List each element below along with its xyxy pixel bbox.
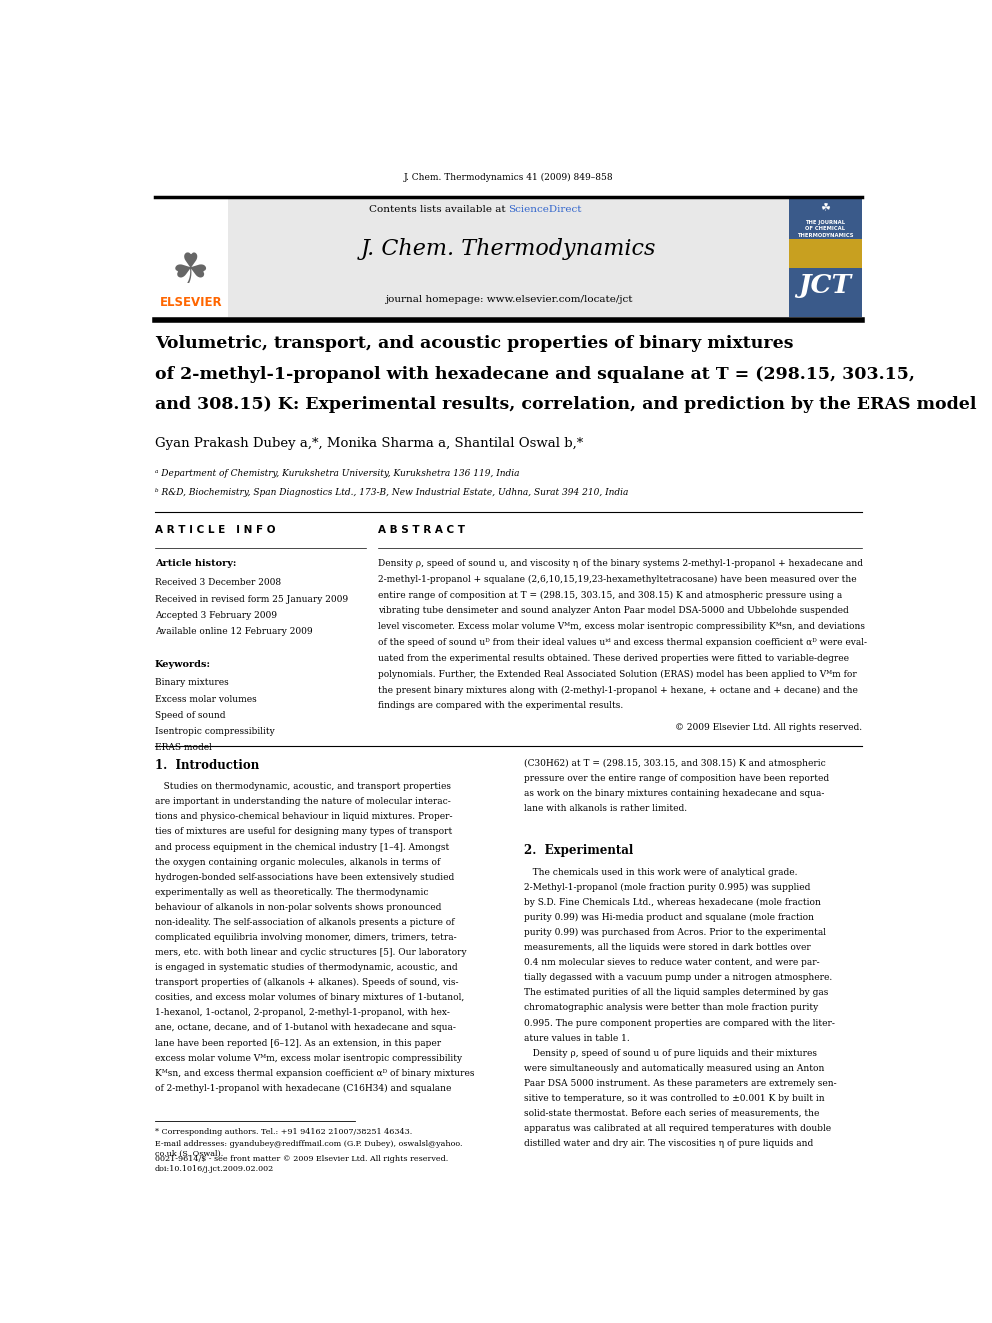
Text: tially degassed with a vacuum pump under a nitrogen atmosphere.: tially degassed with a vacuum pump under… bbox=[524, 974, 832, 982]
Text: Volumetric, transport, and acoustic properties of binary mixtures: Volumetric, transport, and acoustic prop… bbox=[155, 335, 794, 352]
Text: lane have been reported [6–12]. As an extension, in this paper: lane have been reported [6–12]. As an ex… bbox=[155, 1039, 440, 1048]
Text: Density ρ, speed of sound u of pure liquids and their mixtures: Density ρ, speed of sound u of pure liqu… bbox=[524, 1049, 816, 1057]
Text: vibrating tube densimeter and sound analyzer Anton Paar model DSA-5000 and Ubbel: vibrating tube densimeter and sound anal… bbox=[378, 606, 848, 615]
Text: ᵇ R&D, Biochemistry, Span Diagnostics Ltd., 173-B, New Industrial Estate, Udhna,: ᵇ R&D, Biochemistry, Span Diagnostics Lt… bbox=[155, 488, 628, 497]
Text: 0021-9614/$ - see front matter © 2009 Elsevier Ltd. All rights reserved.: 0021-9614/$ - see front matter © 2009 El… bbox=[155, 1155, 448, 1163]
Text: chromatographic analysis were better than mole fraction purity: chromatographic analysis were better tha… bbox=[524, 1003, 818, 1012]
Text: 1.  Introduction: 1. Introduction bbox=[155, 759, 259, 771]
Text: and 308.15) K: Experimental results, correlation, and prediction by the ERAS mod: and 308.15) K: Experimental results, cor… bbox=[155, 396, 976, 413]
Text: ᵃ Department of Chemistry, Kurukshetra University, Kurukshetra 136 119, India: ᵃ Department of Chemistry, Kurukshetra U… bbox=[155, 470, 519, 479]
Text: as work on the binary mixtures containing hexadecane and squa-: as work on the binary mixtures containin… bbox=[524, 789, 824, 798]
Text: J. Chem. Thermodynamics: J. Chem. Thermodynamics bbox=[361, 238, 656, 259]
Text: by S.D. Fine Chemicals Ltd., whereas hexadecane (mole fraction: by S.D. Fine Chemicals Ltd., whereas hex… bbox=[524, 898, 820, 908]
Text: * Corresponding authors. Tel.: +91 94162 21007/38251 46343.: * Corresponding authors. Tel.: +91 94162… bbox=[155, 1127, 412, 1135]
Text: experimentally as well as theoretically. The thermodynamic: experimentally as well as theoretically.… bbox=[155, 888, 429, 897]
Text: 2.  Experimental: 2. Experimental bbox=[524, 844, 633, 857]
Text: Gyan Prakash Dubey a,*, Monika Sharma a, Shantilal Oswal b,*: Gyan Prakash Dubey a,*, Monika Sharma a,… bbox=[155, 437, 583, 450]
Text: 2-Methyl-1-propanol (mole fraction purity 0.995) was supplied: 2-Methyl-1-propanol (mole fraction purit… bbox=[524, 882, 810, 892]
Text: Accepted 3 February 2009: Accepted 3 February 2009 bbox=[155, 611, 277, 620]
Text: ELSEVIER: ELSEVIER bbox=[160, 295, 222, 308]
Text: solid-state thermostat. Before each series of measurements, the: solid-state thermostat. Before each seri… bbox=[524, 1109, 819, 1118]
Text: of 2-methyl-1-propanol with hexadecane and squalane at T = (298.15, 303.15,: of 2-methyl-1-propanol with hexadecane a… bbox=[155, 365, 915, 382]
Text: JCT: JCT bbox=[799, 274, 852, 298]
Text: Paar DSA 5000 instrument. As these parameters are extremely sen-: Paar DSA 5000 instrument. As these param… bbox=[524, 1078, 836, 1088]
Text: purity 0.99) was purchased from Acros. Prior to the experimental: purity 0.99) was purchased from Acros. P… bbox=[524, 929, 825, 937]
Text: polynomials. Further, the Extended Real Associated Solution (ERAS) model has bee: polynomials. Further, the Extended Real … bbox=[378, 669, 856, 679]
Text: The chemicals used in this work were of analytical grade.: The chemicals used in this work were of … bbox=[524, 868, 798, 877]
Text: ane, octane, decane, and of 1-butanol with hexadecane and squa-: ane, octane, decane, and of 1-butanol wi… bbox=[155, 1024, 455, 1032]
Text: THE JOURNAL
OF CHEMICAL
THERMODYNAMICS: THE JOURNAL OF CHEMICAL THERMODYNAMICS bbox=[797, 220, 853, 238]
Text: non-ideality. The self-association of alkanols presents a picture of: non-ideality. The self-association of al… bbox=[155, 918, 454, 927]
Text: 1-hexanol, 1-octanol, 2-propanol, 2-methyl-1-propanol, with hex-: 1-hexanol, 1-octanol, 2-propanol, 2-meth… bbox=[155, 1008, 449, 1017]
Text: doi:10.1016/j.jct.2009.02.002: doi:10.1016/j.jct.2009.02.002 bbox=[155, 1166, 274, 1174]
Text: transport properties of (alkanols + alkanes). Speeds of sound, vis-: transport properties of (alkanols + alka… bbox=[155, 978, 458, 987]
Text: ScienceDirect: ScienceDirect bbox=[509, 205, 582, 213]
Text: (C30H62) at T = (298.15, 303.15, and 308.15) K and atmospheric: (C30H62) at T = (298.15, 303.15, and 308… bbox=[524, 759, 825, 767]
Text: Binary mixtures: Binary mixtures bbox=[155, 679, 228, 688]
Text: excess molar volume Vᴹm, excess molar isentropic compressibility: excess molar volume Vᴹm, excess molar is… bbox=[155, 1053, 462, 1062]
Text: Excess molar volumes: Excess molar volumes bbox=[155, 695, 257, 704]
Text: Contents lists available at: Contents lists available at bbox=[368, 205, 509, 213]
Text: distilled water and dry air. The viscosities η of pure liquids and: distilled water and dry air. The viscosi… bbox=[524, 1139, 813, 1148]
Bar bbox=[789, 197, 862, 316]
Text: journal homepage: www.elsevier.com/locate/jct: journal homepage: www.elsevier.com/locat… bbox=[385, 295, 632, 304]
Text: Available online 12 February 2009: Available online 12 February 2009 bbox=[155, 627, 312, 636]
Text: Keywords:: Keywords: bbox=[155, 660, 210, 669]
Text: complicated equilibria involving monomer, dimers, trimers, tetra-: complicated equilibria involving monomer… bbox=[155, 933, 456, 942]
Text: Received in revised form 25 January 2009: Received in revised form 25 January 2009 bbox=[155, 595, 348, 603]
Text: and process equipment in the chemical industry [1–4]. Amongst: and process equipment in the chemical in… bbox=[155, 843, 449, 852]
Text: Article history:: Article history: bbox=[155, 560, 236, 568]
Text: findings are compared with the experimental results.: findings are compared with the experimen… bbox=[378, 701, 623, 710]
Bar bbox=[228, 197, 789, 316]
Text: © 2009 Elsevier Ltd. All rights reserved.: © 2009 Elsevier Ltd. All rights reserved… bbox=[675, 724, 862, 732]
Text: the present binary mixtures along with (2-methyl-1-propanol + hexane, + octane a: the present binary mixtures along with (… bbox=[378, 685, 857, 695]
Text: A R T I C L E   I N F O: A R T I C L E I N F O bbox=[155, 525, 275, 536]
Text: J. Chem. Thermodynamics 41 (2009) 849–858: J. Chem. Thermodynamics 41 (2009) 849–85… bbox=[404, 173, 613, 183]
Text: uated from the experimental results obtained. These derived properties were fitt: uated from the experimental results obta… bbox=[378, 654, 849, 663]
Text: measurements, all the liquids were stored in dark bottles over: measurements, all the liquids were store… bbox=[524, 943, 810, 953]
Text: ☘: ☘ bbox=[173, 250, 209, 292]
Text: ature values in table 1.: ature values in table 1. bbox=[524, 1033, 630, 1043]
Text: The estimated purities of all the liquid samples determined by gas: The estimated purities of all the liquid… bbox=[524, 988, 828, 998]
Text: Kᴹsn, and excess thermal expansion coefficient αᴰ of binary mixtures: Kᴹsn, and excess thermal expansion coeff… bbox=[155, 1069, 474, 1078]
Text: 0.995. The pure component properties are compared with the liter-: 0.995. The pure component properties are… bbox=[524, 1019, 834, 1028]
Text: ERAS model: ERAS model bbox=[155, 744, 211, 753]
Text: A B S T R A C T: A B S T R A C T bbox=[378, 525, 464, 536]
Text: ☘: ☘ bbox=[820, 202, 830, 213]
Text: lane with alkanols is rather limited.: lane with alkanols is rather limited. bbox=[524, 804, 686, 814]
Text: of the speed of sound uᴰ from their ideal values uⁱᵈ and excess thermal expansio: of the speed of sound uᴰ from their idea… bbox=[378, 638, 867, 647]
Text: Isentropic compressibility: Isentropic compressibility bbox=[155, 728, 275, 736]
Text: the oxygen containing organic molecules, alkanols in terms of: the oxygen containing organic molecules,… bbox=[155, 857, 440, 867]
Text: 0.4 nm molecular sieves to reduce water content, and were par-: 0.4 nm molecular sieves to reduce water … bbox=[524, 958, 819, 967]
Text: cosities, and excess molar volumes of binary mixtures of 1-butanol,: cosities, and excess molar volumes of bi… bbox=[155, 994, 464, 1003]
Text: ties of mixtures are useful for designing many types of transport: ties of mixtures are useful for designin… bbox=[155, 827, 452, 836]
Bar bbox=[155, 197, 228, 316]
Text: tions and physico-chemical behaviour in liquid mixtures. Proper-: tions and physico-chemical behaviour in … bbox=[155, 812, 452, 822]
Text: are important in understanding the nature of molecular interac-: are important in understanding the natur… bbox=[155, 798, 450, 806]
Text: Received 3 December 2008: Received 3 December 2008 bbox=[155, 578, 281, 587]
Text: Studies on thermodynamic, acoustic, and transport properties: Studies on thermodynamic, acoustic, and … bbox=[155, 782, 450, 791]
Text: Speed of sound: Speed of sound bbox=[155, 710, 225, 720]
Text: of 2-methyl-1-propanol with hexadecane (C16H34) and squalane: of 2-methyl-1-propanol with hexadecane (… bbox=[155, 1084, 451, 1093]
Text: mers, etc. with both linear and cyclic structures [5]. Our laboratory: mers, etc. with both linear and cyclic s… bbox=[155, 949, 466, 957]
Text: purity 0.99) was Hi-media product and squalane (mole fraction: purity 0.99) was Hi-media product and sq… bbox=[524, 913, 813, 922]
Text: E-mail addresses: gyandubey@rediffmail.com (G.P. Dubey), oswalsl@yahoo.: E-mail addresses: gyandubey@rediffmail.c… bbox=[155, 1140, 462, 1148]
Text: were simultaneously and automatically measured using an Anton: were simultaneously and automatically me… bbox=[524, 1064, 824, 1073]
Text: co.uk (S. Oswal).: co.uk (S. Oswal). bbox=[155, 1150, 223, 1158]
Text: pressure over the entire range of composition have been reported: pressure over the entire range of compos… bbox=[524, 774, 829, 783]
Text: behaviour of alkanols in non-polar solvents shows pronounced: behaviour of alkanols in non-polar solve… bbox=[155, 902, 441, 912]
Text: apparatus was calibrated at all required temperatures with double: apparatus was calibrated at all required… bbox=[524, 1125, 831, 1132]
Text: hydrogen-bonded self-associations have been extensively studied: hydrogen-bonded self-associations have b… bbox=[155, 873, 454, 881]
Text: is engaged in systematic studies of thermodynamic, acoustic, and: is engaged in systematic studies of ther… bbox=[155, 963, 457, 972]
Text: level viscometer. Excess molar volume Vᴹm, excess molar isentropic compressibili: level viscometer. Excess molar volume Vᴹ… bbox=[378, 622, 865, 631]
Text: 2-methyl-1-propanol + squalane (2,6,10,15,19,23-hexamethyltetracosane) have been: 2-methyl-1-propanol + squalane (2,6,10,1… bbox=[378, 576, 856, 583]
Text: sitive to temperature, so it was controlled to ±0.001 K by built in: sitive to temperature, so it was control… bbox=[524, 1094, 824, 1103]
Text: entire range of composition at T = (298.15, 303.15, and 308.15) K and atmospheri: entire range of composition at T = (298.… bbox=[378, 590, 842, 599]
Text: Density ρ, speed of sound u, and viscosity η of the binary systems 2-methyl-1-pr: Density ρ, speed of sound u, and viscosi… bbox=[378, 560, 863, 568]
Bar bbox=[789, 239, 862, 267]
